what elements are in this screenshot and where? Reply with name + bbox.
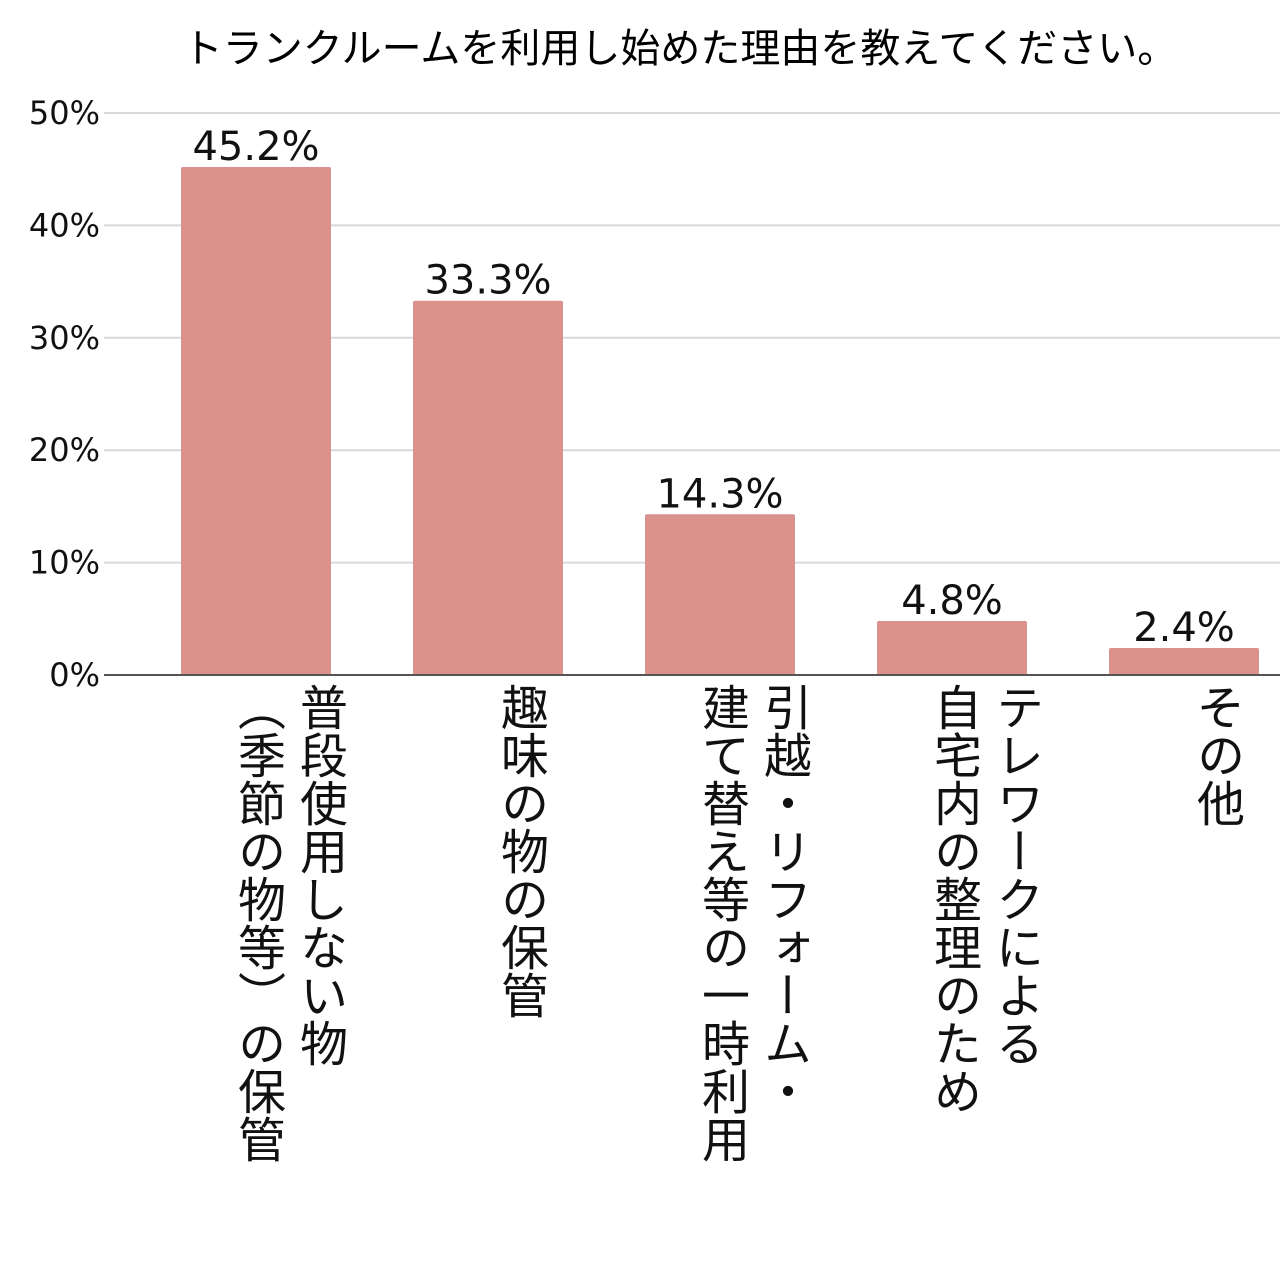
chart-title: トランクルームを利用し始めた理由を教えてください。 — [183, 26, 1177, 72]
data-labels: 45.2% 33.3% 14.3% 4.8% 2.4% — [192, 124, 1234, 651]
bar — [645, 514, 795, 675]
bars — [181, 166, 1259, 675]
y-tick-label: 0% — [49, 656, 100, 694]
bar — [181, 166, 331, 675]
category-label: 自宅内の整理のため — [925, 683, 981, 1115]
data-label: 14.3% — [656, 471, 783, 517]
category-label: 趣味の物の保管 — [492, 683, 548, 1019]
data-label: 33.3% — [424, 258, 551, 304]
category-label: テレワークによる — [987, 683, 1043, 1067]
bar — [877, 621, 1027, 675]
data-label: 4.8% — [901, 578, 1003, 624]
category-label: その他 — [1188, 683, 1245, 827]
bar — [1109, 648, 1259, 675]
category-label: 建て替え等の一時利用 — [693, 683, 749, 1163]
category-label: 引越・リフォーム・ — [755, 683, 811, 1115]
data-label: 45.2% — [192, 124, 319, 170]
category-label: 普段使用しない物 — [291, 683, 347, 1067]
data-label: 2.4% — [1133, 605, 1235, 651]
x-axis-category-labels: 普段使用しない物（季節の物等）の保管 趣味の物の保管 引越・リフォーム・建て替え等の… — [229, 683, 1245, 1163]
y-tick-label: 50% — [29, 94, 100, 132]
y-axis-ticks: 0% 10% 20% 30% 40% 50% — [29, 94, 100, 694]
y-tick-label: 10% — [29, 544, 100, 582]
y-tick-label: 20% — [29, 431, 100, 469]
y-tick-label: 40% — [29, 206, 100, 244]
y-tick-label: 30% — [29, 319, 100, 357]
category-label: （季節の物等）の保管 — [229, 683, 285, 1163]
bar — [413, 300, 563, 675]
